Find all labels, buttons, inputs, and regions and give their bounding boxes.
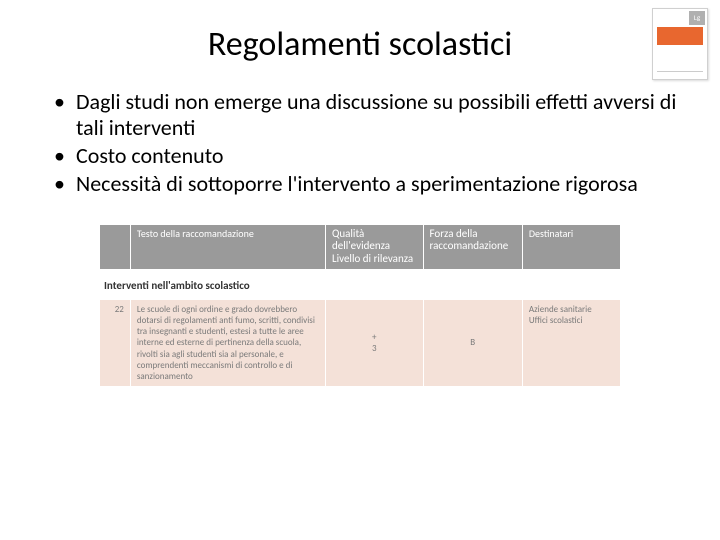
header-recipients: Destinatari [522,225,620,269]
header-quality: Qualità dell'evidenza Livello di rilevan… [325,225,423,269]
slide-title: Regolamenti scolastici [0,0,720,83]
bullet-item: Necessità di sottoporre l'intervento a s… [60,171,680,197]
thumbnail-footer [657,71,703,77]
thumbnail-tab: Lg [689,11,705,25]
cell-recipients-line2: Uffici scolastici [529,315,583,326]
bullet-item: Dagli studi non emerge una discussione s… [60,89,680,141]
header-strength-line2: raccomandazione [430,239,509,252]
header-strength-line1: Forza della [430,227,478,240]
cell-number: 22 [100,300,130,387]
header-quality-line1: Qualità dell'evidenza [332,227,390,253]
cell-strength: B [423,300,522,387]
thumbnail-color-bar [657,27,703,45]
table-row: 22 Le scuole di ogni ordine e grado dovr… [100,300,620,387]
header-quality-line2: Livello di rilevanza [332,252,413,265]
cell-quality: + 3 [325,300,423,387]
section-row: Interventi nell'ambito scolastico [100,269,620,300]
recommendation-table: Testo della raccomandazione Qualità dell… [100,225,620,387]
header-empty [100,225,130,269]
cell-quality-line1: + [372,332,376,343]
header-strength: Forza della raccomandazione [423,225,522,269]
cell-text: Le scuole di ogni ordine e grado dovrebb… [130,300,325,387]
cell-recipients: Aziende sanitarie Uffici scolastici [522,300,620,387]
recommendation-table-container: Testo della raccomandazione Qualità dell… [100,225,620,387]
header-text: Testo della raccomandazione [130,225,325,269]
bullet-list: Dagli studi non emerge una discussione s… [0,83,720,217]
cell-recipients-line1: Aziende sanitarie [529,304,592,315]
document-thumbnail: Lg [652,8,708,80]
bullet-item: Costo contenuto [60,143,680,169]
cell-quality-line2: 3 [372,343,377,354]
table-header-row: Testo della raccomandazione Qualità dell… [100,225,620,269]
section-title: Interventi nell'ambito scolastico [100,269,620,300]
